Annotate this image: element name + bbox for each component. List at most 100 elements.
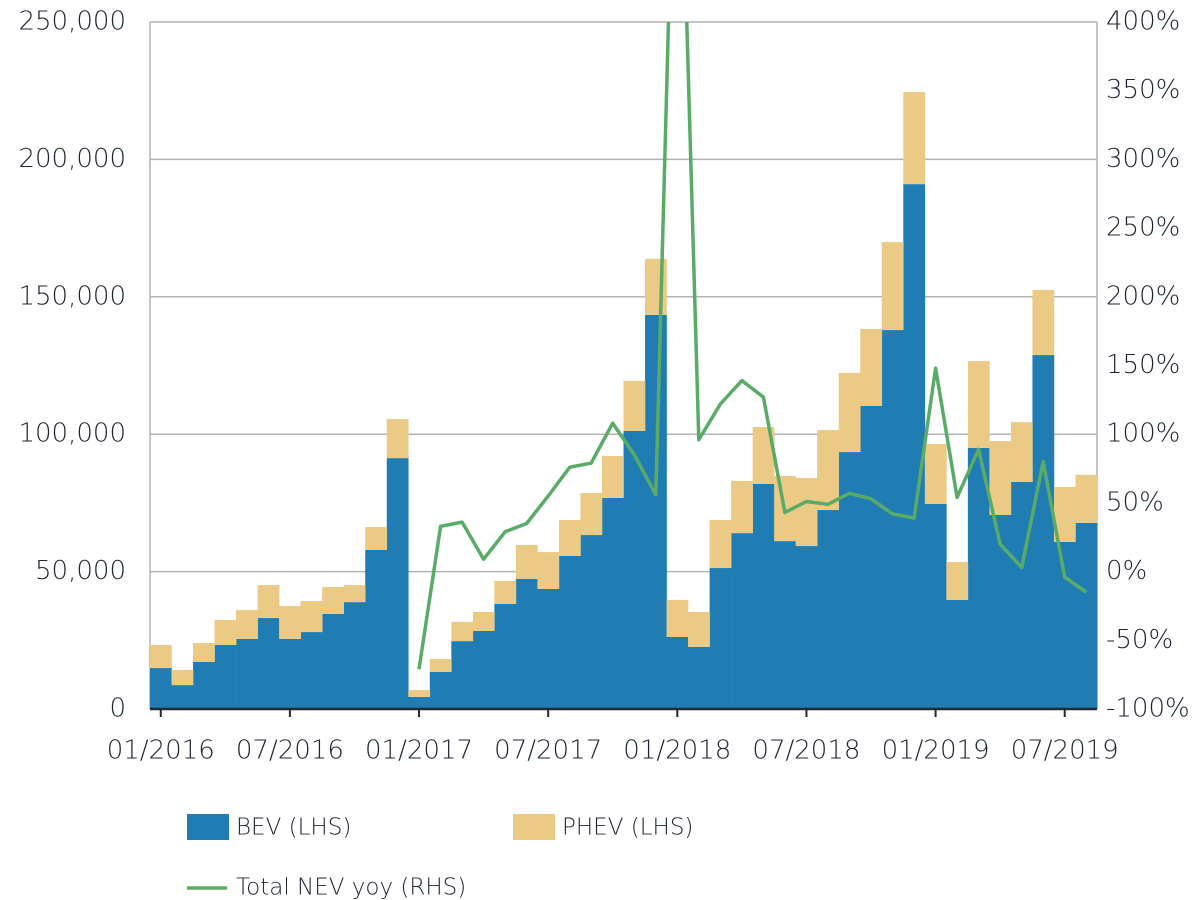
bar-segment	[580, 493, 603, 536]
bar-segment	[322, 613, 345, 709]
bar-segment	[601, 497, 624, 709]
bar-segment	[838, 372, 861, 453]
bar-segment	[860, 328, 883, 406]
bar-segment	[193, 643, 215, 663]
bar-segment	[494, 604, 517, 709]
bar-segment	[236, 638, 258, 709]
bar-segment	[903, 184, 926, 709]
y2-tick-label: 200%	[1106, 281, 1180, 311]
bar-segment	[171, 685, 194, 709]
bar-segment	[343, 585, 366, 603]
bar-segment	[150, 668, 172, 709]
bar-segment	[472, 611, 495, 631]
legend-swatch	[513, 814, 555, 840]
bar-segment	[515, 579, 538, 709]
bar-segment	[365, 549, 388, 709]
bar-segment	[558, 519, 581, 556]
y-tick-label: 250,000	[18, 7, 126, 37]
bar-segment	[300, 601, 323, 633]
bar-segment	[731, 480, 753, 534]
x-tick-label: 07/2017	[494, 736, 602, 766]
bar-segment	[881, 242, 904, 331]
bar-segment	[989, 514, 1012, 709]
bar-segment	[386, 419, 409, 459]
line-series	[417, 22, 1088, 670]
y-tick-label: 100,000	[18, 419, 126, 449]
bar-segment	[343, 602, 366, 709]
bar-segment	[214, 644, 237, 709]
x-tick-label: 07/2018	[752, 736, 860, 766]
bar-segment	[279, 605, 301, 639]
y-tick-label: 150,000	[18, 281, 126, 311]
bar-segment	[386, 458, 409, 709]
y2-tick-label: -50%	[1106, 625, 1173, 655]
bar-segment	[494, 580, 517, 605]
bar-segment	[1075, 474, 1098, 523]
x-tick-label: 07/2019	[1011, 736, 1119, 766]
bar-segment	[1010, 482, 1033, 709]
bar-segment	[150, 644, 172, 669]
legend-label: PHEV (LHS)	[562, 815, 693, 841]
y2-tick-label: -100%	[1106, 694, 1190, 724]
bar-segment	[279, 638, 301, 709]
bar-segment	[451, 641, 474, 709]
bar-segment	[731, 533, 753, 709]
y2-tick-label: 100%	[1106, 419, 1180, 449]
bar-segment	[881, 330, 904, 709]
bar-segment	[601, 455, 624, 498]
y2-tick-label: 150%	[1106, 350, 1180, 380]
y-tick-label: 50,000	[35, 556, 126, 586]
bar-segment	[429, 671, 452, 709]
bar-segment	[967, 447, 990, 709]
legend-label: Total NEV yoy (RHS)	[236, 875, 466, 900]
bar-segment	[236, 610, 258, 639]
y2-tick-label: 250%	[1106, 213, 1180, 243]
x-tick-label: 01/2017	[365, 736, 473, 766]
bar-segment	[817, 510, 840, 709]
bar-segment	[472, 630, 495, 709]
y-tick-label: 200,000	[18, 144, 126, 174]
bar-segment	[322, 586, 345, 614]
bar-segment	[795, 477, 818, 547]
x-tick-label: 07/2016	[236, 736, 344, 766]
bar-segment	[924, 444, 947, 504]
y2-tick-label: 300%	[1106, 144, 1180, 174]
bar-segment	[171, 669, 194, 686]
bar-segment	[451, 621, 474, 642]
bar-segment	[408, 696, 431, 709]
bar-segment	[774, 541, 796, 709]
bar-segment	[1075, 522, 1098, 709]
bar-segment	[214, 619, 237, 645]
bar-segment	[1032, 355, 1055, 709]
bar-segment	[1053, 486, 1076, 542]
bar-segment	[946, 599, 969, 709]
bar-segment	[257, 618, 280, 709]
bar-segment	[967, 361, 990, 448]
bar-segment	[817, 430, 840, 511]
bar-segment	[795, 546, 818, 709]
bar-segment	[946, 561, 969, 600]
legend-swatch	[187, 814, 229, 840]
bar-segment	[752, 483, 775, 709]
y2-tick-label: 50%	[1106, 487, 1164, 517]
bar-segment	[688, 646, 710, 709]
bar-segment	[537, 588, 560, 709]
x-tick-label: 01/2016	[107, 736, 215, 766]
bar-segment	[709, 568, 732, 709]
bar-segment	[860, 405, 883, 709]
bar-segment	[752, 427, 775, 484]
y-tick-label: 0	[109, 694, 126, 724]
bar-segment	[257, 585, 280, 619]
bar-segment	[838, 452, 861, 709]
bar-segment	[429, 658, 452, 672]
bar-segment	[709, 519, 732, 569]
bar-segment	[666, 599, 689, 638]
bar-segment	[193, 662, 215, 709]
y2-tick-label: 0%	[1106, 556, 1147, 586]
bar-segment	[1053, 541, 1076, 709]
bar-segment	[537, 552, 560, 589]
bar-segment	[989, 441, 1012, 515]
bar-segment	[688, 611, 710, 647]
y2-tick-label: 400%	[1106, 7, 1180, 37]
